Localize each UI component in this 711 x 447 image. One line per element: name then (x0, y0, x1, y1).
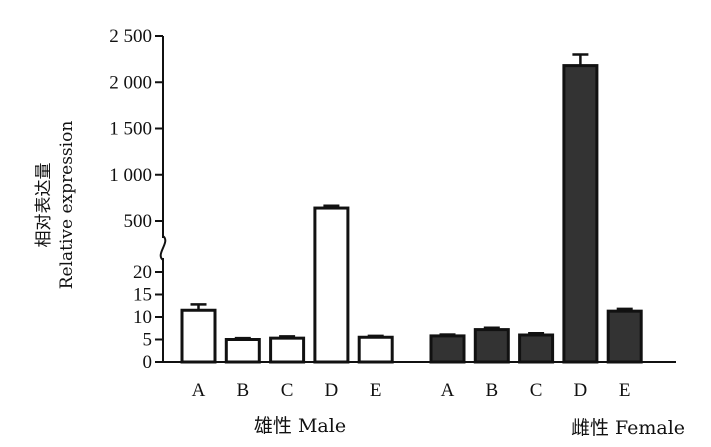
y-tick-label: 500 (124, 211, 153, 232)
category-label: D (325, 380, 339, 401)
bar-female-A (429, 334, 466, 364)
bar-male-A (180, 308, 217, 364)
y-tick-label: 2 500 (109, 26, 152, 47)
axis-break-mark (159, 235, 167, 261)
group-label-female: 雌性 Female (571, 417, 685, 439)
category-label: B (236, 380, 249, 401)
y-tick-label: 5 (143, 330, 153, 351)
y-tick-label: 2 000 (109, 72, 152, 93)
bars (180, 53, 643, 364)
category-label: A (192, 380, 206, 401)
bar-male-C (269, 336, 306, 364)
bar-female-E (606, 309, 643, 364)
y-axis-title-english: Relative expression (57, 121, 77, 290)
bar-male-B (224, 338, 261, 364)
bar-female-C (518, 333, 555, 364)
category-label: D (574, 380, 588, 401)
bar-male-D (313, 206, 350, 364)
category-label: E (370, 380, 382, 401)
y-tick-label: 0 (143, 352, 153, 373)
category-label: C (530, 380, 543, 401)
category-label: C (281, 380, 294, 401)
category-label: B (485, 380, 498, 401)
y-axis-title-chinese: 相对表达量 (34, 163, 54, 248)
y-tick-label: 10 (133, 307, 152, 328)
y-tick-label: 20 (133, 262, 152, 283)
bar-female-B (473, 328, 510, 364)
bar-male-E (357, 335, 394, 364)
y-tick-label: 1 500 (109, 119, 152, 140)
bar-female-D (562, 64, 599, 364)
category-label: A (441, 380, 455, 401)
y-tick-label: 15 (133, 285, 152, 306)
group-label-male: 雄性 Male (254, 415, 346, 437)
category-label: E (619, 380, 631, 401)
y-tick-label: 1 000 (109, 165, 152, 186)
